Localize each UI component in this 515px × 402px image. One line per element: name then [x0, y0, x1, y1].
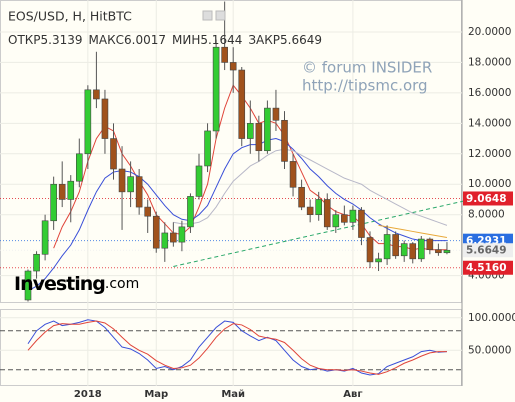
- candle-body: [238, 69, 246, 139]
- candle-body: [375, 258, 382, 263]
- candle-body: [298, 186, 305, 208]
- moving-average: [378, 224, 448, 239]
- candle-body: [41, 220, 49, 255]
- candle-body: [204, 130, 211, 167]
- y-tick-label: 14.0000: [468, 117, 511, 129]
- candle-body: [443, 249, 451, 254]
- candle-body: [144, 206, 151, 217]
- x-tick-label: Май: [221, 389, 245, 400]
- price-label: 4.5160: [466, 262, 507, 274]
- watermark: http://tipsmc.org: [302, 77, 428, 95]
- candle-body: [135, 176, 143, 208]
- value: 5.3139: [41, 33, 83, 47]
- y-tick-label: 100.0000: [468, 312, 515, 324]
- candle-body: [383, 234, 391, 260]
- y-tick-label: 8.0000: [468, 209, 505, 221]
- trendline: [173, 200, 465, 267]
- candle-body: [281, 119, 288, 162]
- candle-body: [332, 214, 340, 228]
- logo-name: Investing: [14, 273, 105, 295]
- candle-body: [84, 89, 92, 155]
- candle-body: [366, 237, 374, 263]
- candle-body: [400, 243, 408, 257]
- candle-body: [127, 176, 134, 193]
- icon: [215, 10, 226, 21]
- watermark: © forum INSIDER: [302, 59, 432, 77]
- candle-body: [306, 206, 314, 215]
- candle-body: [24, 270, 32, 301]
- y-tick-label: 10.0000: [468, 178, 511, 190]
- value: 5.1644: [200, 33, 242, 47]
- price-label-box: [463, 260, 513, 275]
- candle-body: [255, 123, 263, 152]
- candle-body: [323, 199, 331, 228]
- candle-body: [58, 183, 66, 200]
- candle-body: [392, 234, 399, 257]
- candle-body: [212, 46, 220, 132]
- oscillator-line: [27, 320, 447, 375]
- y-tick-label: 12.0000: [468, 148, 511, 160]
- x-tick-label: 2018: [74, 389, 102, 400]
- candle-body: [195, 165, 203, 197]
- candle-body: [409, 243, 417, 260]
- label: ОТКР: [8, 33, 41, 47]
- candle-body: [247, 123, 254, 139]
- candle-body: [152, 215, 160, 249]
- label: МИН: [172, 33, 200, 47]
- candle-body: [93, 89, 100, 100]
- ohlc: ОТКР5.3139 МАКС6.0017 МИН5.1644 ЗАКР5.6649: [8, 33, 322, 47]
- logo-suffix: .com: [105, 276, 139, 292]
- logo: Investing.com: [14, 273, 139, 295]
- y-tick-label: 20.0000: [468, 26, 511, 38]
- candle-body: [229, 62, 237, 71]
- candle-body: [417, 238, 425, 260]
- y-tick-label: 50.0000: [468, 344, 511, 356]
- candle-body: [341, 214, 348, 223]
- label: ЗАКР: [248, 33, 280, 47]
- candle-body: [110, 138, 117, 170]
- label: МАКС: [89, 33, 124, 47]
- candle-body: [435, 249, 442, 254]
- candle-body: [76, 153, 83, 182]
- price-label-box: [463, 191, 513, 206]
- candle-body: [101, 98, 109, 139]
- candle-body: [170, 232, 177, 243]
- candle-body: [178, 226, 186, 243]
- y-tick-label: 16.0000: [468, 87, 511, 99]
- moving-average: [27, 138, 447, 292]
- candle-body: [67, 180, 75, 200]
- osc-frame: [0, 309, 462, 386]
- candle-body: [289, 161, 297, 188]
- candle-body: [221, 46, 228, 63]
- value: 5.6649: [280, 33, 322, 47]
- x-tick-label: Мар: [144, 389, 168, 400]
- candle-body: [161, 232, 169, 249]
- candle-body: [272, 107, 280, 121]
- price-label: 9.0648: [466, 193, 507, 205]
- candle-body: [50, 183, 57, 222]
- x-tick-label: Авг: [343, 389, 362, 400]
- candle-body: [264, 107, 271, 152]
- moving-average: [173, 148, 448, 226]
- candle-body: [187, 196, 194, 228]
- y-tick-label: 18.0000: [468, 56, 511, 68]
- candle-body: [426, 238, 434, 251]
- title: EOS/USD, H, HitBTC: [8, 9, 132, 24]
- value: 6.0017: [124, 33, 166, 47]
- candle-body: [358, 209, 365, 238]
- price-label: 5.6649: [466, 245, 507, 257]
- candle-body: [315, 199, 323, 215]
- price-label-box: [463, 243, 513, 258]
- candle-body: [33, 253, 40, 272]
- icon: [202, 10, 213, 21]
- oscillator-line: [27, 319, 447, 376]
- candle-body: [118, 168, 126, 193]
- candle-body: [349, 209, 357, 223]
